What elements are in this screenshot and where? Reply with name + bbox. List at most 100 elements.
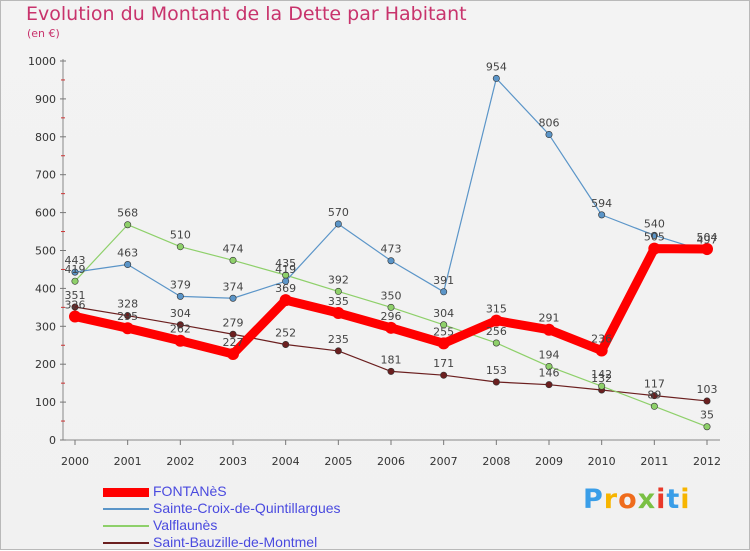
data-point bbox=[545, 131, 553, 139]
data-label: 89 bbox=[647, 388, 661, 401]
data-label: 194 bbox=[539, 348, 560, 361]
data-label: 379 bbox=[170, 278, 191, 291]
series-fontan-s bbox=[69, 242, 713, 360]
data-label: 146 bbox=[539, 367, 560, 380]
data-label: 806 bbox=[539, 117, 560, 130]
data-label: 181 bbox=[381, 353, 402, 366]
axes: 0 100 200 300 400 500 600 700 800 900 1000 2000 2001… bbox=[28, 55, 721, 468]
legend-label: FONTANèS bbox=[153, 483, 227, 499]
data-label: 117 bbox=[644, 378, 665, 391]
data-label: 153 bbox=[486, 364, 507, 377]
data-point bbox=[124, 312, 132, 320]
data-label: 315 bbox=[486, 303, 507, 316]
data-label: 255 bbox=[433, 325, 454, 338]
data-point bbox=[545, 362, 553, 370]
y-tick-label: 700 bbox=[35, 169, 56, 182]
series-line bbox=[74, 77, 708, 299]
y-tick-label: 100 bbox=[35, 396, 56, 409]
data-point bbox=[545, 381, 553, 389]
x-tick-label: 2002 bbox=[166, 455, 194, 468]
data-point bbox=[650, 402, 658, 410]
data-label: 171 bbox=[433, 357, 454, 370]
data-label: 252 bbox=[275, 326, 296, 339]
data-label: 142 bbox=[591, 368, 612, 381]
data-label: 256 bbox=[486, 325, 507, 338]
y-tick-label: 600 bbox=[35, 207, 56, 220]
data-label: 419 bbox=[65, 263, 86, 276]
data-point bbox=[543, 323, 555, 336]
data-point bbox=[227, 347, 239, 360]
series-sainte-croix-de-quintillargues bbox=[71, 74, 711, 302]
data-label: 954 bbox=[486, 60, 507, 73]
data-point bbox=[598, 382, 606, 390]
data-point bbox=[440, 321, 448, 329]
x-tick-label: 2010 bbox=[588, 455, 616, 468]
data-point bbox=[124, 261, 132, 269]
data-point bbox=[176, 292, 184, 300]
data-point bbox=[492, 74, 500, 82]
x-tick-label: 2000 bbox=[61, 455, 89, 468]
data-label: 391 bbox=[433, 274, 454, 287]
data-point bbox=[69, 310, 81, 323]
data-point bbox=[385, 321, 397, 334]
data-label: 594 bbox=[591, 197, 612, 210]
legend-label: Valflaunès bbox=[153, 517, 218, 533]
data-label: 132 bbox=[591, 372, 612, 385]
data-point bbox=[703, 423, 711, 431]
data-point bbox=[176, 243, 184, 251]
data-label: 227 bbox=[223, 336, 244, 349]
data-point bbox=[332, 307, 345, 320]
x-tick-label: 2001 bbox=[114, 455, 142, 468]
data-point bbox=[71, 303, 79, 311]
data-label: 304 bbox=[433, 307, 454, 320]
legend-swatch bbox=[103, 508, 149, 510]
data-label: 497 bbox=[697, 234, 718, 247]
x-tick-label: 2011 bbox=[640, 455, 668, 468]
x-tick-label: 2005 bbox=[324, 455, 352, 468]
data-point bbox=[492, 378, 500, 386]
data-label: 419 bbox=[275, 263, 296, 276]
data-label: 235 bbox=[328, 333, 349, 346]
data-label: 504 bbox=[697, 231, 718, 244]
data-label: 351 bbox=[65, 289, 86, 302]
data-point bbox=[440, 371, 448, 379]
data-label: 435 bbox=[275, 257, 296, 270]
data-label: 570 bbox=[328, 206, 349, 219]
y-tick-label: 200 bbox=[35, 358, 56, 371]
data-point bbox=[490, 314, 503, 327]
y-tick-label: 800 bbox=[35, 131, 56, 144]
data-label: 369 bbox=[275, 282, 296, 295]
data-label: 326 bbox=[65, 298, 86, 311]
legend-label: Saint-Bauzille-de-Montmel bbox=[153, 534, 318, 550]
data-label: 262 bbox=[170, 323, 191, 336]
x-tick-label: 2003 bbox=[219, 455, 247, 468]
data-point bbox=[703, 397, 711, 405]
data-label: 474 bbox=[223, 242, 244, 255]
data-label: 443 bbox=[65, 254, 86, 267]
chart-subtitle: (en €) bbox=[27, 27, 60, 40]
data-point bbox=[174, 334, 187, 347]
chart-title: Evolution du Montant de la Dette par Hab… bbox=[26, 3, 467, 25]
series-layer bbox=[69, 74, 713, 431]
data-point bbox=[387, 303, 395, 311]
legend-swatch bbox=[103, 487, 149, 497]
data-point bbox=[334, 220, 342, 228]
data-point bbox=[279, 294, 292, 307]
data-point bbox=[282, 340, 290, 348]
data-point bbox=[701, 242, 713, 255]
data-label: 279 bbox=[223, 316, 244, 329]
x-tick-label: 2012 bbox=[693, 455, 721, 468]
data-label: 463 bbox=[117, 247, 138, 260]
data-label: 392 bbox=[328, 273, 349, 286]
series-valflaun-s bbox=[71, 221, 711, 431]
data-point bbox=[71, 277, 79, 285]
data-point bbox=[650, 231, 658, 239]
data-label: 291 bbox=[539, 312, 560, 325]
x-tick-label: 2008 bbox=[482, 455, 510, 468]
data-point bbox=[334, 347, 342, 355]
data-labels-layer: 351 328 304 279 252 235 181 171 153 146 132 117 103 4… bbox=[65, 60, 718, 421]
data-point bbox=[387, 367, 395, 375]
data-point bbox=[648, 242, 661, 255]
data-point bbox=[229, 294, 237, 302]
